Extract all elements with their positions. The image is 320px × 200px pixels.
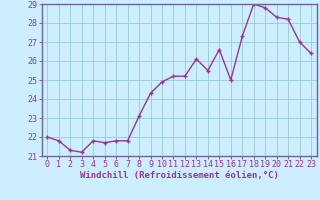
X-axis label: Windchill (Refroidissement éolien,°C): Windchill (Refroidissement éolien,°C) xyxy=(80,171,279,180)
